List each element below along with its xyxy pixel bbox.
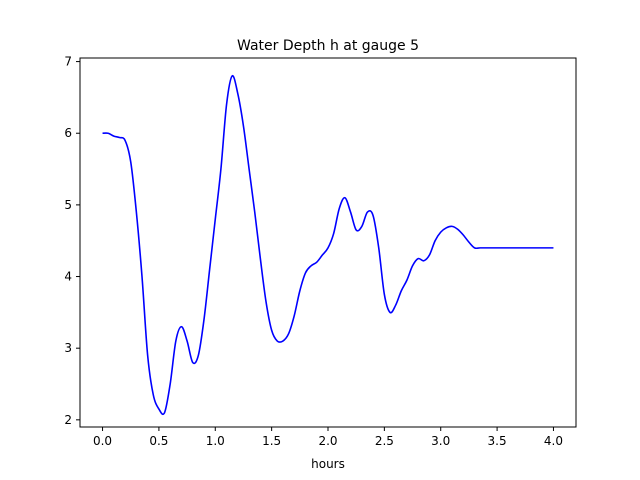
x-tick-label: 2.0 [318, 434, 337, 448]
x-tick-label: 1.5 [262, 434, 281, 448]
y-tick-label: 3 [64, 341, 72, 355]
axes-frame [79, 57, 577, 428]
x-tick-label: 1.0 [206, 434, 225, 448]
y-tick-label: 6 [64, 126, 72, 140]
plot-area: 0.0 0.5 1.0 1.5 2.0 2.5 3.0 3.5 4.0 2 3 4 5 6 7 [64, 55, 577, 448]
x-tick-label: 3.0 [431, 434, 450, 448]
y-tick-label: 5 [64, 198, 72, 212]
chart-title: Water Depth h at gauge 5 [237, 38, 419, 54]
y-tick-label: 7 [64, 55, 72, 69]
x-tick-label: 4.0 [544, 434, 563, 448]
y-tick-label: 2 [64, 413, 72, 427]
x-tick-label: 3.5 [488, 434, 507, 448]
x-tick-label: 2.5 [375, 434, 394, 448]
x-tick-label: 0.0 [93, 434, 112, 448]
x-tick-label: 0.5 [149, 434, 168, 448]
x-axis-label: hours [311, 457, 345, 471]
y-tick-label: 4 [64, 270, 72, 284]
series-line-0 [102, 75, 554, 416]
